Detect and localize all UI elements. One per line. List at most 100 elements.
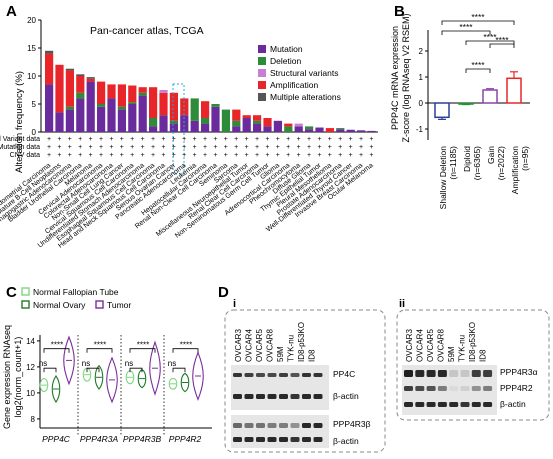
blot-band — [449, 402, 459, 407]
panel-a-ylabel: Alteration frequency (%) — [14, 71, 25, 173]
data-row-sign: + — [120, 152, 124, 159]
violin — [168, 378, 178, 390]
legend-swatch — [258, 57, 266, 65]
sig-bracket — [441, 30, 491, 35]
blot-band — [404, 370, 413, 377]
sig-label: **** — [495, 35, 509, 45]
bar-segment — [76, 74, 85, 76]
data-row-sign: + — [193, 152, 197, 159]
bar-segment — [201, 101, 210, 118]
bar-segment — [159, 92, 168, 116]
legend-label: Multiple alterations — [270, 92, 341, 102]
legend-label: Mutation — [270, 44, 303, 54]
panel-a-data-rows: Structural Variant data+++++++++++++++++… — [0, 136, 373, 159]
data-row-label: Mutation data — [0, 144, 40, 151]
blot-band — [471, 386, 481, 391]
violin — [39, 378, 49, 393]
bar-segment — [263, 118, 272, 127]
lane-label: ID8 — [308, 349, 317, 362]
lane-label: OVCAR8 — [437, 329, 446, 362]
bar-segment — [97, 104, 106, 107]
legend-label: Normal Fallopian Tube — [33, 287, 119, 297]
lane-label: 59M — [447, 346, 456, 362]
data-row-sign: + — [47, 144, 51, 151]
data-row-sign: + — [286, 152, 290, 159]
lane-label: OVCAR3 — [405, 329, 414, 362]
blot-band — [302, 373, 311, 377]
legend-swatch — [258, 45, 266, 53]
panel-b-significance: ******************** — [441, 12, 515, 73]
violin — [137, 368, 147, 389]
blot-band — [437, 386, 447, 391]
data-row-sign: + — [359, 144, 363, 151]
blot-ii-frame — [396, 309, 550, 421]
gene-label: PPP4C — [42, 434, 71, 444]
data-row-sign: + — [349, 144, 353, 151]
bar-segment — [305, 129, 314, 132]
group-n: (n=95) — [520, 146, 530, 171]
bar-segment — [336, 129, 345, 132]
data-row-sign: + — [234, 144, 238, 151]
gene-label: PPP4R3B — [123, 434, 162, 444]
lane-label: OVCAR8 — [266, 329, 275, 362]
group-n: (n=2022) — [496, 146, 506, 180]
blot-band — [471, 370, 481, 377]
bar-segment — [128, 104, 137, 132]
data-row-sign: + — [78, 144, 82, 151]
bar-segment — [180, 115, 189, 132]
blot-band — [449, 386, 459, 391]
bar — [482, 89, 498, 104]
blot-band — [290, 373, 300, 377]
bar-segment — [273, 120, 282, 132]
bar-segment — [242, 115, 251, 118]
data-row-sign: + — [99, 152, 103, 159]
panel-b-ylabel-2: Z-score (log RNAseq V2 RSEM) — [401, 13, 411, 142]
y-tick-label: 14 — [26, 337, 35, 346]
violin — [94, 364, 104, 390]
data-row-label: CNV data — [10, 152, 40, 159]
group-label: Amplification — [510, 146, 520, 194]
panel-d-letter: D — [218, 285, 229, 301]
blot-band — [483, 402, 493, 407]
y-tick-label: 8 — [31, 415, 36, 424]
blot-band — [267, 394, 277, 399]
data-row-sign: + — [359, 136, 363, 143]
blot-band — [483, 370, 493, 377]
data-row-sign: + — [57, 152, 61, 159]
blot-band — [279, 394, 288, 399]
blot-band — [313, 423, 323, 428]
data-row-sign: + — [276, 152, 280, 159]
bar-segment — [76, 98, 85, 132]
blot-band — [415, 402, 425, 407]
data-row-sign: + — [109, 136, 113, 143]
group-label: Diploid — [462, 146, 472, 172]
blot-band — [244, 394, 254, 399]
highlight-box — [172, 83, 185, 175]
data-row-sign: + — [68, 136, 72, 143]
violin — [149, 340, 161, 396]
blot-band — [460, 386, 470, 391]
bar-segment — [346, 129, 355, 132]
panel-d: D i ii OVCAR3 OVCAR4 OVCAR5 OVCAR8 59M TYK-nu… — [218, 285, 550, 453]
blot-label: PPP4R3α — [500, 367, 538, 377]
data-row-sign: + — [130, 136, 134, 143]
bar-segment — [253, 120, 262, 124]
data-row-sign: + — [369, 152, 373, 159]
blot-membrane — [231, 365, 329, 410]
data-row-sign: + — [276, 136, 280, 143]
blot-band — [426, 386, 436, 391]
panel-d-sub-ii: ii — [399, 298, 405, 310]
bar-segment — [221, 109, 230, 132]
sig-bracket — [86, 348, 113, 353]
y-tick-label: -1 — [416, 125, 424, 134]
data-row-sign: + — [193, 144, 197, 151]
panel-a: A Pan-cancer atlas, TCGA Alteration freq… — [0, 3, 378, 250]
group-label: Gain — [486, 146, 496, 164]
violin — [82, 367, 92, 382]
panel-a-bars — [45, 50, 376, 132]
group-n: (n=1185) — [448, 146, 458, 180]
sig-label: **** — [459, 22, 473, 32]
panel-c-letter: C — [6, 285, 17, 301]
blot-band — [256, 437, 265, 442]
